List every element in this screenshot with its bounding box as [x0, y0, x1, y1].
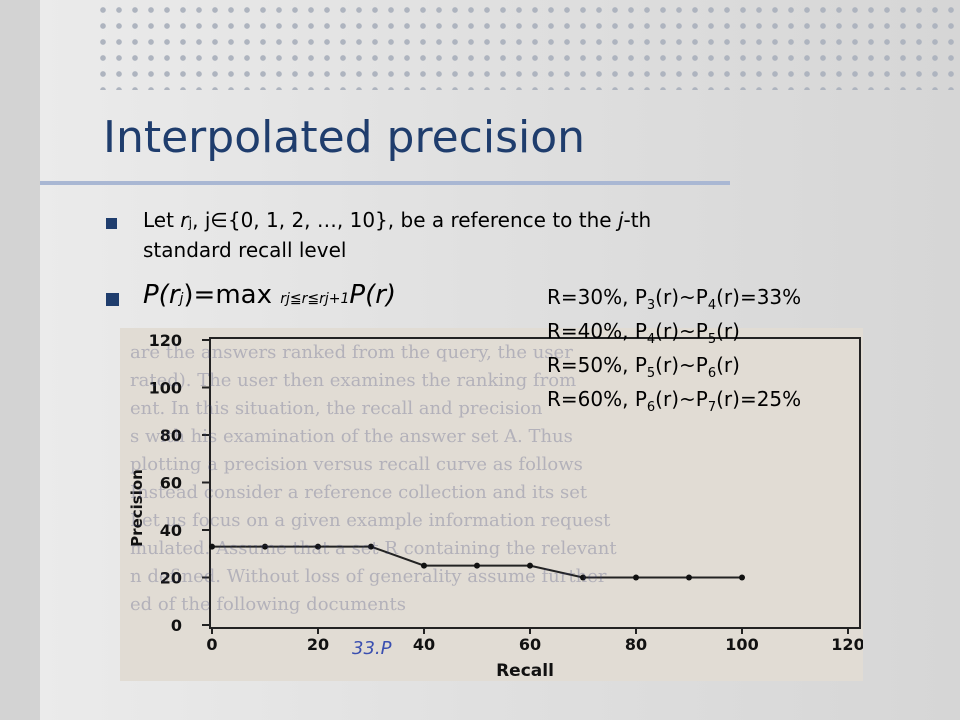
note-text: (r)~P: [655, 319, 708, 343]
formula-j: j: [179, 291, 184, 307]
x-tick-label: 120: [831, 635, 863, 654]
bullet1-j: j: [617, 208, 624, 232]
note-sub: 5: [707, 332, 717, 347]
data-point: [739, 574, 745, 581]
note-text: (r)~P: [655, 387, 708, 411]
plot-frame: [209, 337, 861, 629]
bullet-marker-2: [106, 293, 119, 306]
formula-range-j1: j+1: [324, 291, 350, 307]
x-axis-label: Recall: [496, 661, 554, 681]
note-text: R=60%, P: [547, 387, 647, 411]
bullet-text-2: P(rj)=max rj≦r≦rj+1P(r): [143, 280, 396, 310]
data-point: [421, 562, 427, 569]
note-sub: 4: [707, 298, 717, 313]
bullet1-line2: standard recall level: [143, 238, 347, 262]
note-line: R=50%, P5(r)~P6(r): [547, 350, 801, 384]
note-text: (r)=33%: [716, 285, 802, 309]
data-point: [633, 574, 639, 581]
note-text: (r): [716, 353, 740, 377]
formula-max: )=max: [183, 280, 281, 310]
y-tick-label: 100: [149, 379, 182, 398]
data-point: [686, 574, 692, 581]
y-tick-label: 120: [149, 331, 182, 350]
y-tick-label: 60: [160, 474, 182, 493]
note-line: R=40%, P4(r)~P5(r): [547, 316, 801, 350]
x-tick-label: 20: [307, 635, 329, 654]
y-axis-label: Precision: [128, 469, 146, 547]
bullet1-rest: -th: [623, 208, 652, 232]
data-point: [580, 574, 586, 581]
data-point: [368, 543, 374, 550]
bullet1-r: r: [180, 208, 189, 232]
scanned-figure: are the answers ranked from the query, t…: [120, 328, 863, 681]
x-tick-label: 40: [413, 635, 435, 654]
bullet1-let: Let: [143, 208, 181, 232]
data-point: [209, 543, 215, 550]
formula-range-r: r: [280, 291, 287, 307]
title-underline: [40, 181, 730, 185]
note-sub: 4: [646, 332, 656, 347]
scan-bleed-through-text: are the answers ranked from the query, t…: [130, 342, 617, 615]
bullet-text-1: Let rj, j∈{0, 1, 2, …, 10}, be a referen…: [143, 207, 883, 264]
bullet1-set: , j∈{0, 1, 2, …, 10}, be a reference to …: [192, 208, 618, 232]
x-tick-label: 0: [206, 635, 217, 654]
note-sub: 7: [707, 400, 717, 415]
x-tick-label: 80: [625, 635, 647, 654]
left-sidebar-band: [0, 0, 40, 720]
slide-title: Interpolated precision: [103, 112, 586, 163]
formula-range-j: j: [286, 291, 290, 307]
note-line: R=30%, P3(r)~P4(r)=33%: [547, 282, 801, 316]
note-line: R=60%, P6(r)~P7(r)=25%: [547, 384, 801, 418]
note-text: (r): [716, 319, 740, 343]
y-tick-label: 40: [160, 521, 182, 540]
note-text: R=50%, P: [547, 353, 647, 377]
y-tick-label: 20: [160, 569, 182, 588]
y-tick-label: 0: [171, 616, 182, 635]
y-tick-label: 80: [160, 426, 182, 445]
note-text: R=40%, P: [547, 319, 647, 343]
note-sub: 5: [646, 366, 656, 381]
data-point: [527, 562, 533, 569]
data-point: [474, 562, 480, 569]
note-sub: 6: [646, 400, 656, 415]
precision-recall-chart: 0 20 40 60 80 100 120 0 20 40 60 80 100 120 Precisio…: [128, 331, 863, 681]
handwritten-annotation: 33.P: [352, 638, 392, 659]
formula-p: P(r: [143, 280, 180, 310]
notes-box: R=30%, P3(r)~P4(r)=33% R=40%, P4(r)~P5(r…: [547, 282, 801, 418]
dot-pattern-decoration: [95, 2, 960, 90]
formula-end: P(r): [349, 280, 397, 310]
data-point: [262, 543, 268, 550]
bullet1-j-sub: j: [188, 216, 193, 231]
note-text: (r)=25%: [716, 387, 802, 411]
note-text: (r)~P: [655, 353, 708, 377]
formula-range-mid: ≦r≦r: [289, 291, 325, 307]
bullet-marker-1: [106, 218, 117, 229]
note-sub: 3: [646, 298, 656, 313]
data-point: [315, 543, 321, 550]
x-tick-label: 100: [725, 635, 758, 654]
note-text: R=30%, P: [547, 285, 647, 309]
note-sub: 6: [707, 366, 717, 381]
note-text: (r)~P: [655, 285, 708, 309]
x-tick-label: 60: [519, 635, 541, 654]
